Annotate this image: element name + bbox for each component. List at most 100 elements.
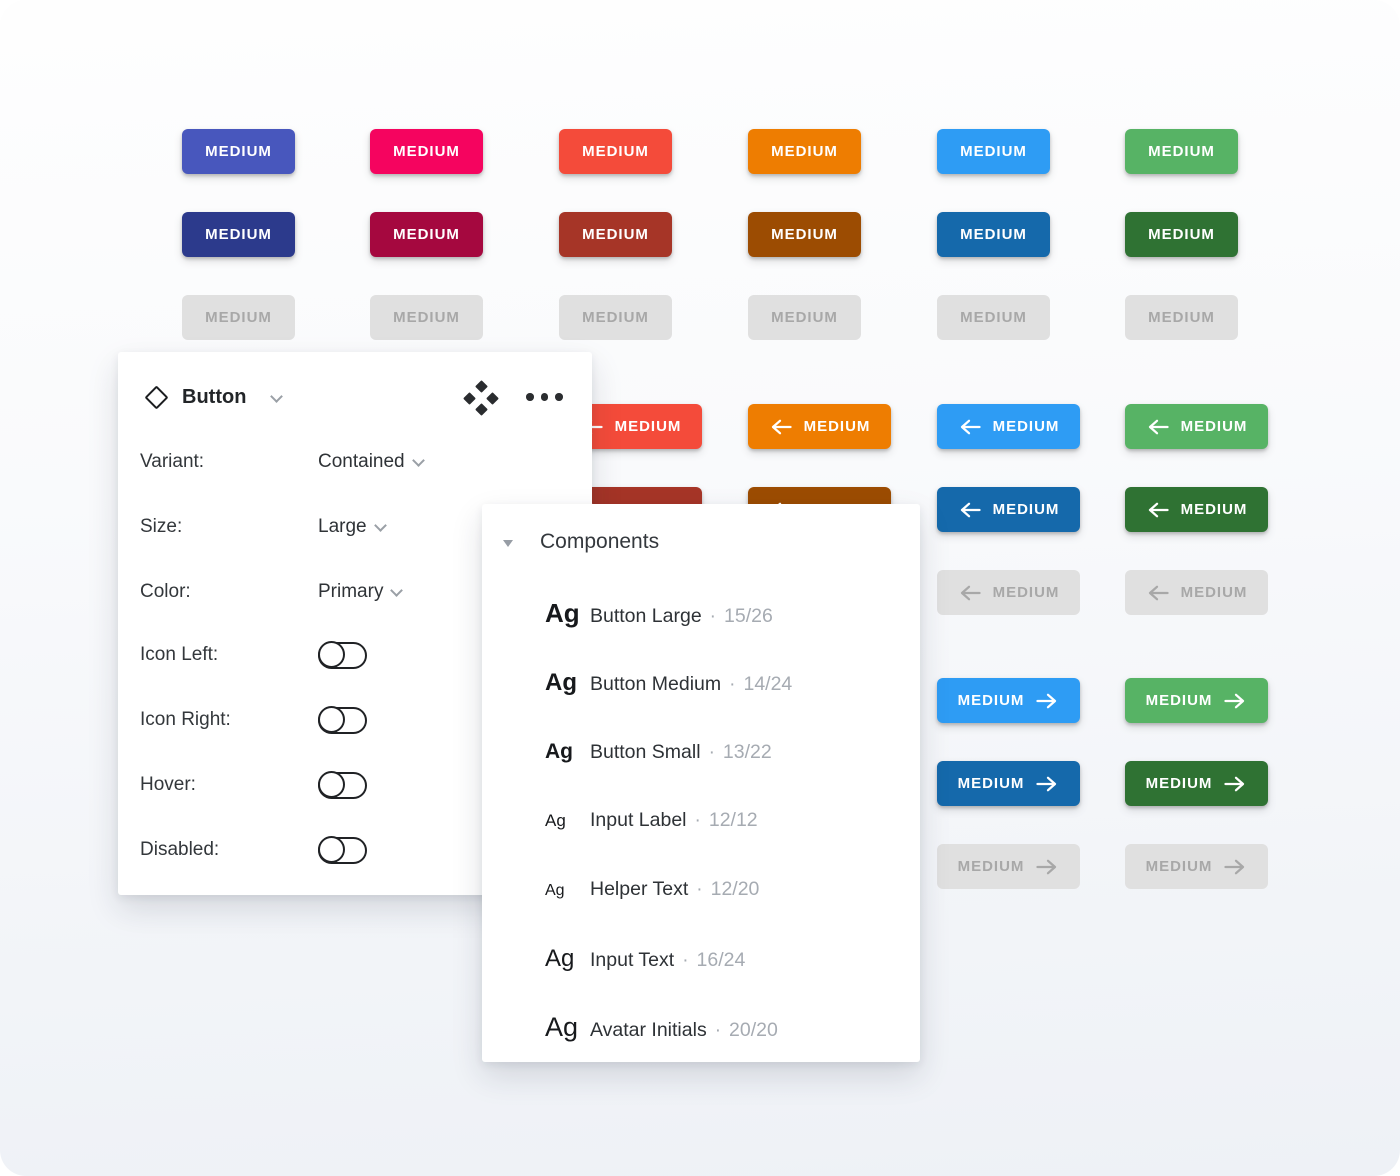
dot-separator: · <box>709 606 716 627</box>
component-item-avatar-initials[interactable]: Ag Avatar Initials · 20/20 <box>545 993 904 1062</box>
color-select[interactable]: Primary <box>318 581 404 603</box>
medium-button-success-main-arrow-left[interactable]: MEDIUM <box>1125 404 1268 449</box>
disabled-label: Disabled: <box>140 839 220 860</box>
component-name: Button Large <box>590 605 702 627</box>
collapse-triangle-icon[interactable] <box>503 539 513 547</box>
medium-button-success-dark-arrow-left[interactable]: MEDIUM <box>1125 487 1268 532</box>
button-label: MEDIUM <box>803 418 871 435</box>
component-item-input-label[interactable]: Ag Input Label · 12/12 <box>545 786 904 855</box>
button-label: MEDIUM <box>1148 143 1215 160</box>
medium-button-secondary-main[interactable]: MEDIUM <box>370 129 483 174</box>
variant-select[interactable]: Contained <box>318 451 425 473</box>
medium-button-disabled-disabled-arrow-right[interactable]: MEDIUM <box>937 844 1080 889</box>
arrow-right-icon <box>1036 693 1057 708</box>
type-sample: Ag <box>545 882 565 899</box>
arrow-right-icon <box>1224 693 1245 708</box>
hover-toggle[interactable] <box>317 771 367 799</box>
medium-button-success-main[interactable]: MEDIUM <box>1125 129 1238 174</box>
chevron-down-icon <box>411 453 425 467</box>
button-label: MEDIUM <box>771 226 838 243</box>
medium-button-disabled-disabled[interactable]: MEDIUM <box>1125 295 1238 340</box>
chevron-down-icon[interactable] <box>270 390 283 403</box>
type-sample: Ag <box>545 598 580 628</box>
size-row: Size: Large <box>140 507 568 547</box>
medium-button-info-main-arrow-right[interactable]: MEDIUM <box>937 678 1080 723</box>
size-select[interactable]: Large <box>318 516 387 538</box>
arrow-right-icon <box>1224 776 1245 791</box>
variant-row: Variant: Contained <box>140 442 568 482</box>
medium-button-primary-main[interactable]: MEDIUM <box>182 129 295 174</box>
arrow-left-icon <box>960 585 981 600</box>
button-label: MEDIUM <box>393 226 460 243</box>
medium-button-disabled-disabled-arrow-right[interactable]: MEDIUM <box>1125 844 1268 889</box>
medium-button-disabled-disabled-arrow-left[interactable]: MEDIUM <box>937 570 1080 615</box>
size-label: Size: <box>140 516 183 537</box>
medium-button-error-dark[interactable]: MEDIUM <box>559 212 672 257</box>
button-label: MEDIUM <box>1148 226 1215 243</box>
medium-button-info-dark-arrow-right[interactable]: MEDIUM <box>937 761 1080 806</box>
arrow-left-icon <box>1148 585 1169 600</box>
button-label: MEDIUM <box>1180 501 1248 518</box>
component-item-button-medium[interactable]: Ag Button Medium · 14/24 <box>545 648 904 717</box>
dot-separator: · <box>696 879 703 900</box>
icon-right-label: Icon Right: <box>140 709 231 730</box>
color-label: Color: <box>140 581 191 602</box>
medium-button-disabled-disabled[interactable]: MEDIUM <box>937 295 1050 340</box>
button-label: MEDIUM <box>957 775 1025 792</box>
button-label: MEDIUM <box>1180 584 1248 601</box>
component-item-button-large[interactable]: Ag Button Large · 15/26 <box>545 579 904 648</box>
component-item-button-small[interactable]: Ag Button Small · 13/22 <box>545 717 904 786</box>
component-handle-icon[interactable] <box>463 380 499 416</box>
variant-value: Contained <box>318 451 405 472</box>
medium-button-warning-dark[interactable]: MEDIUM <box>748 212 861 257</box>
component-item-helper-text[interactable]: Ag Helper Text · 12/20 <box>545 855 904 924</box>
medium-button-primary-dark[interactable]: MEDIUM <box>182 212 295 257</box>
arrow-left-icon <box>960 419 981 434</box>
type-sample: Ag <box>545 669 577 696</box>
dot-separator: · <box>714 1020 722 1041</box>
medium-button-secondary-dark[interactable]: MEDIUM <box>370 212 483 257</box>
medium-button-disabled-disabled[interactable]: MEDIUM <box>370 295 483 340</box>
medium-button-disabled-disabled-arrow-left[interactable]: MEDIUM <box>1125 570 1268 615</box>
button-label: MEDIUM <box>960 309 1027 326</box>
medium-button-info-dark-arrow-left[interactable]: MEDIUM <box>937 487 1080 532</box>
components-panel: Components Ag Button Large · 15/26 Ag Button… <box>482 504 920 1062</box>
icon-right-toggle[interactable] <box>317 706 367 734</box>
arrow-left-icon <box>771 419 792 434</box>
medium-button-disabled-disabled[interactable]: MEDIUM <box>182 295 295 340</box>
button-label: MEDIUM <box>1145 775 1213 792</box>
medium-button-error-main[interactable]: MEDIUM <box>559 129 672 174</box>
components-title: Components <box>540 530 660 553</box>
medium-button-info-main[interactable]: MEDIUM <box>937 129 1050 174</box>
medium-button-warning-main-arrow-left[interactable]: MEDIUM <box>748 404 891 449</box>
more-options-icon[interactable] <box>526 393 563 401</box>
arrow-right-icon <box>1224 859 1245 874</box>
medium-button-success-dark-arrow-right[interactable]: MEDIUM <box>1125 761 1268 806</box>
hover-row: Hover: <box>140 765 568 805</box>
variant-label: Variant: <box>140 451 205 472</box>
button-label: MEDIUM <box>393 143 460 160</box>
component-name: Input Label <box>590 809 687 831</box>
type-sample: Ag <box>545 945 575 972</box>
medium-button-disabled-disabled[interactable]: MEDIUM <box>559 295 672 340</box>
medium-button-info-main-arrow-left[interactable]: MEDIUM <box>937 404 1080 449</box>
color-row: Color: Primary <box>140 572 568 612</box>
medium-button-warning-main[interactable]: MEDIUM <box>748 129 861 174</box>
size-value: Large <box>318 516 367 537</box>
arrow-right-icon <box>1036 776 1057 791</box>
component-item-input-text[interactable]: Ag Input Text · 16/24 <box>545 924 904 993</box>
button-label: MEDIUM <box>992 501 1060 518</box>
button-label: MEDIUM <box>960 143 1027 160</box>
button-label: MEDIUM <box>771 309 838 326</box>
medium-button-success-dark[interactable]: MEDIUM <box>1125 212 1238 257</box>
icon-left-toggle[interactable] <box>317 641 367 669</box>
medium-button-success-main-arrow-right[interactable]: MEDIUM <box>1125 678 1268 723</box>
dot-separator: · <box>729 674 736 695</box>
disabled-row: Disabled: <box>140 830 568 870</box>
medium-button-disabled-disabled[interactable]: MEDIUM <box>748 295 861 340</box>
medium-button-info-dark[interactable]: MEDIUM <box>937 212 1050 257</box>
component-meta: 15/26 <box>724 605 773 627</box>
button-label: MEDIUM <box>1145 692 1213 709</box>
button-label: MEDIUM <box>1148 309 1215 326</box>
disabled-toggle[interactable] <box>317 836 367 864</box>
